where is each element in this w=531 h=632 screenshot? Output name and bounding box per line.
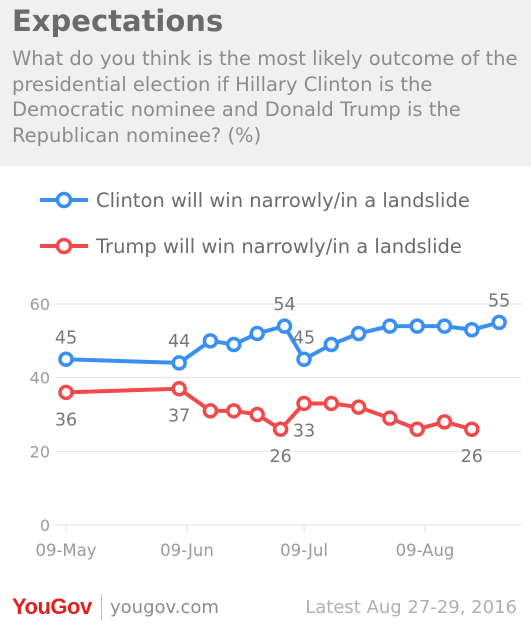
chart-title: Expectations — [12, 4, 224, 38]
data-point-trump — [296, 395, 312, 412]
data-point-clinton — [350, 325, 367, 342]
data-point-clinton — [276, 318, 293, 334]
data-label-trump: 37 — [168, 407, 190, 427]
data-label-trump: 26 — [269, 447, 291, 467]
data-point-trump — [249, 406, 265, 423]
data-point-clinton — [409, 318, 425, 334]
data-label-trump: 33 — [293, 421, 315, 441]
y-tick-label: 0 — [40, 516, 50, 535]
data-point-trump — [436, 414, 453, 430]
data-point-trump — [409, 421, 425, 437]
data-point-clinton — [58, 351, 74, 367]
chart-subtitle: What do you think is the most likely out… — [12, 47, 518, 147]
data-label-clinton: 45 — [293, 328, 315, 348]
data-point-clinton — [226, 336, 242, 353]
data-point-trump — [58, 384, 74, 401]
legend-swatch-clinton — [40, 191, 88, 209]
x-tick-label: 09-Jul — [280, 541, 328, 560]
series-line-trump — [65, 386, 473, 432]
footer-latest-date: Latest Aug 27-29, 2016 — [305, 597, 517, 618]
data-label-clinton: 55 — [488, 291, 510, 311]
x-tick-label: 09-May — [35, 541, 96, 560]
data-point-clinton — [491, 314, 507, 331]
data-point-clinton — [436, 318, 453, 334]
data-point-trump — [202, 403, 219, 419]
footer-site-link[interactable]: yougov.com — [110, 597, 219, 618]
data-point-clinton — [171, 355, 187, 371]
data-point-clinton — [464, 322, 480, 338]
data-label-trump: 36 — [55, 410, 77, 430]
y-tick-label: 40 — [30, 369, 50, 388]
y-tick-label: 60 — [30, 295, 50, 314]
legend-label-trump: Trump will win narrowly/in a landslide — [96, 234, 462, 258]
x-tick-label: 09-Aug — [396, 541, 455, 560]
yougov-logo: YouGov — [12, 594, 92, 619]
header-panel: Expectations What do you think is the mo… — [0, 0, 531, 166]
data-point-trump — [226, 403, 242, 419]
data-point-trump — [323, 395, 340, 412]
x-tick-label: 09-Jun — [160, 541, 214, 560]
data-point-clinton — [323, 336, 340, 353]
legend-swatch-trump — [40, 237, 88, 255]
legend-item-clinton: Clinton will win narrowly/in a landslide — [36, 186, 470, 214]
legend-item-trump: Trump will win narrowly/in a landslide — [36, 232, 470, 260]
data-label-trump: 26 — [461, 447, 483, 467]
data-label-clinton: 44 — [168, 332, 190, 352]
data-point-trump — [464, 421, 480, 437]
y-tick-label: 20 — [30, 442, 50, 461]
data-point-clinton — [249, 325, 265, 342]
footer-divider — [101, 594, 102, 620]
data-label-clinton: 54 — [273, 295, 295, 315]
data-point-clinton — [202, 333, 219, 349]
data-point-trump — [382, 410, 398, 426]
data-point-trump — [350, 399, 367, 415]
data-point-clinton — [296, 351, 312, 367]
data-point-trump — [272, 421, 289, 437]
data-label-clinton: 45 — [55, 328, 77, 348]
data-point-clinton — [382, 318, 398, 334]
data-point-trump — [171, 380, 187, 397]
legend: Clinton will win narrowly/in a landslide… — [36, 186, 470, 278]
legend-label-clinton: Clinton will win narrowly/in a landslide — [96, 188, 470, 212]
